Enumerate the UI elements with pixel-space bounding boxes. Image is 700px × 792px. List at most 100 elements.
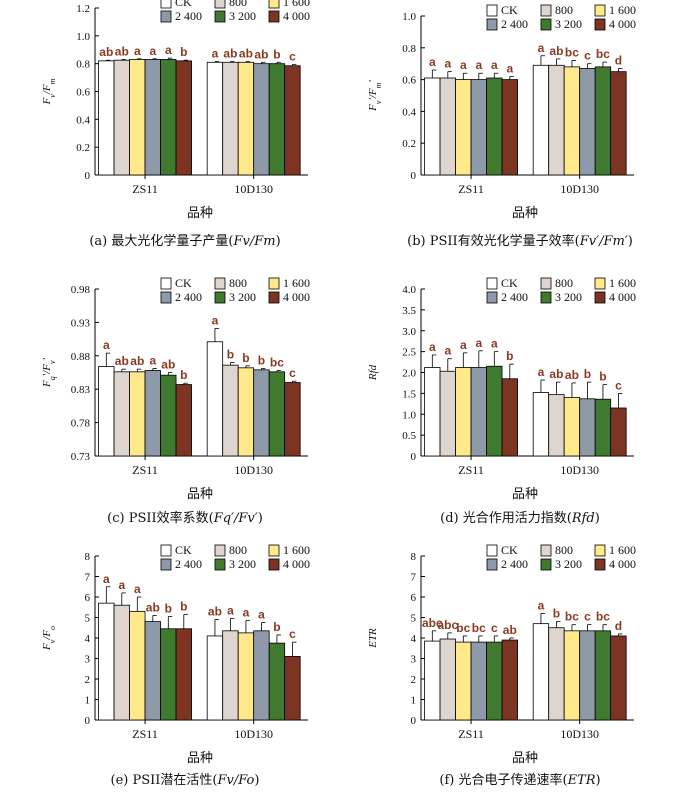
legend-swatch xyxy=(214,277,226,290)
y-tick-label: 0.4 xyxy=(76,114,90,126)
legend-swatch xyxy=(160,277,172,290)
legend-label: 1 600 xyxy=(609,276,636,290)
significance-label: b xyxy=(584,367,591,381)
bar xyxy=(470,79,487,176)
significance-label: bc xyxy=(456,621,470,635)
y-tick-label: 1.5 xyxy=(402,388,416,400)
y-axis-label: Fv′/Fm′ xyxy=(367,80,383,112)
significance-label: a xyxy=(429,340,436,354)
significance-label: a xyxy=(460,58,467,72)
significance-label: b xyxy=(180,45,187,59)
significance-label: a xyxy=(538,365,545,379)
legend-label: 800 xyxy=(555,543,573,557)
significance-label: c xyxy=(615,378,622,392)
y-tick-label: 0.8 xyxy=(402,43,416,55)
bar xyxy=(501,79,518,176)
y-tick-label: 0 xyxy=(85,170,91,182)
y-tick-label: 2.5 xyxy=(402,347,416,359)
significance-label: d xyxy=(615,619,622,633)
y-tick-label: 7 xyxy=(411,572,417,584)
bar xyxy=(98,60,115,176)
legend-swatch xyxy=(594,558,606,571)
bar xyxy=(548,64,565,176)
bar xyxy=(563,66,581,176)
significance-label: a xyxy=(444,344,451,358)
bar xyxy=(253,63,270,176)
y-axis-label: Rfd xyxy=(367,364,379,381)
y-tick-label: 2 xyxy=(411,674,417,686)
x-category-label: 10D130 xyxy=(234,727,273,741)
bar xyxy=(501,378,518,457)
bar xyxy=(439,77,456,176)
significance-label: ab xyxy=(115,44,129,58)
significance-label: b xyxy=(180,368,187,382)
legend-label: CK xyxy=(175,276,192,290)
panel-caption: (f) 光合电子传递速率(ETR) xyxy=(439,772,600,788)
legend-label: 1 600 xyxy=(283,0,310,9)
bar xyxy=(222,364,239,457)
legend-swatch xyxy=(594,18,606,31)
legend-label: CK xyxy=(501,543,518,557)
legend-swatch xyxy=(486,4,498,17)
legend-label: 4 000 xyxy=(609,557,636,571)
bar xyxy=(563,630,581,721)
bar xyxy=(548,394,565,457)
x-category-label: 10D130 xyxy=(560,182,599,196)
y-tick-label: 4 xyxy=(85,633,91,645)
panel-caption: (e) PSII潜在活性(Fv/Fo) xyxy=(111,773,260,788)
bar xyxy=(237,367,255,457)
legend-swatch xyxy=(214,291,226,304)
bar xyxy=(175,384,192,457)
bar xyxy=(439,370,456,457)
legend-label: 4 000 xyxy=(283,290,310,304)
significance-label: c xyxy=(584,610,591,624)
y-tick-label: 1 xyxy=(411,695,417,707)
legend-label: 4 000 xyxy=(283,9,310,23)
bar xyxy=(253,369,270,457)
legend-swatch xyxy=(540,277,552,290)
bar xyxy=(455,641,472,721)
y-tick-label: 0.6 xyxy=(76,87,90,99)
significance-label: a xyxy=(444,57,451,71)
significance-label: b xyxy=(553,607,560,621)
bar xyxy=(144,621,161,721)
significance-label: a xyxy=(149,44,156,58)
legend-swatch xyxy=(214,0,226,9)
y-tick-label: 3 xyxy=(85,654,91,666)
legend-label: CK xyxy=(501,276,518,290)
bar xyxy=(579,68,596,176)
legend-swatch xyxy=(160,0,172,9)
significance-label: ab xyxy=(503,623,517,637)
x-axis-title: 品种 xyxy=(187,206,213,221)
bar xyxy=(113,59,130,176)
significance-label: abc xyxy=(437,618,458,632)
significance-label: ab xyxy=(130,354,144,368)
legend-swatch xyxy=(160,558,172,571)
y-tick-label: 1.0 xyxy=(402,11,416,23)
legend-label: 4 000 xyxy=(283,557,310,571)
legend-swatch xyxy=(540,544,552,557)
bar xyxy=(268,63,286,176)
significance-label: b xyxy=(273,47,280,61)
bar xyxy=(424,77,441,176)
bar xyxy=(129,59,146,176)
significance-label: a xyxy=(429,55,436,69)
legend-swatch xyxy=(594,277,606,290)
legend-swatch xyxy=(268,0,280,9)
x-category-label: ZS11 xyxy=(132,182,158,196)
y-tick-label: 0.2 xyxy=(402,138,416,150)
significance-label: a xyxy=(491,337,498,351)
bar xyxy=(455,367,472,457)
y-tick-label: 0.98 xyxy=(71,284,91,296)
y-tick-label: 0.2 xyxy=(76,142,90,154)
bar xyxy=(284,656,301,721)
significance-label: ab xyxy=(254,47,268,61)
y-tick-label: 0.83 xyxy=(71,384,91,396)
y-tick-label: 1 xyxy=(85,695,91,707)
significance-label: ab xyxy=(161,358,175,372)
significance-label: a xyxy=(212,47,219,61)
bar xyxy=(237,61,255,176)
significance-label: a xyxy=(227,604,234,618)
